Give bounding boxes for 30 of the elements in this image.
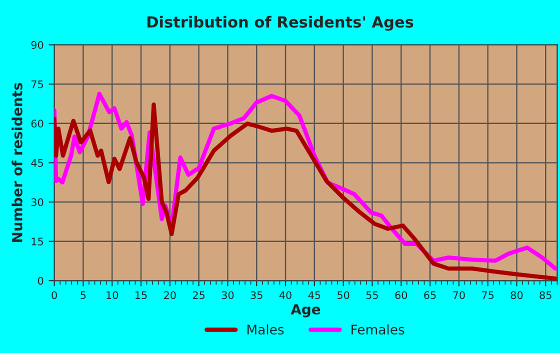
y-tick-label: 60 bbox=[31, 120, 44, 128]
chart-title: Distribution of Residents' Ages bbox=[147, 16, 414, 31]
x-tick-label: 30 bbox=[222, 291, 234, 300]
y-tick-label: 15 bbox=[32, 238, 43, 246]
y-tick-label: 45 bbox=[31, 159, 43, 167]
y-tick-label: 90 bbox=[31, 41, 44, 49]
x-tick-label: 5 bbox=[80, 291, 86, 300]
x-tick-label: 75 bbox=[482, 291, 494, 300]
x-tick-label: 35 bbox=[250, 291, 262, 300]
legend-label: Females bbox=[352, 324, 404, 335]
x-tick-label: 60 bbox=[395, 291, 408, 300]
x-tick-label: 20 bbox=[164, 291, 176, 300]
legend-label: Males bbox=[248, 324, 284, 335]
x-tick-label: 40 bbox=[279, 291, 292, 300]
x-axis-title: Age bbox=[290, 304, 320, 318]
x-tick-label: 0 bbox=[52, 291, 57, 300]
x-tick-label: 25 bbox=[192, 291, 205, 300]
y-tick-label: 75 bbox=[32, 80, 43, 88]
x-tick-label: 65 bbox=[424, 291, 436, 300]
x-tick-label: 55 bbox=[366, 291, 378, 300]
y-axis-title: Number of residents bbox=[12, 82, 22, 242]
x-tick-label: 85 bbox=[540, 291, 552, 300]
x-tick-label: 10 bbox=[106, 291, 118, 300]
x-tick-label: 80 bbox=[510, 291, 523, 300]
x-tick-label: 45 bbox=[308, 291, 320, 300]
y-tick-label: 30 bbox=[31, 198, 44, 206]
x-tick-label: 50 bbox=[338, 291, 350, 300]
x-tick-label: 70 bbox=[453, 291, 465, 300]
y-tick-label: 0 bbox=[38, 276, 44, 285]
x-tick-label: 15 bbox=[136, 291, 147, 300]
